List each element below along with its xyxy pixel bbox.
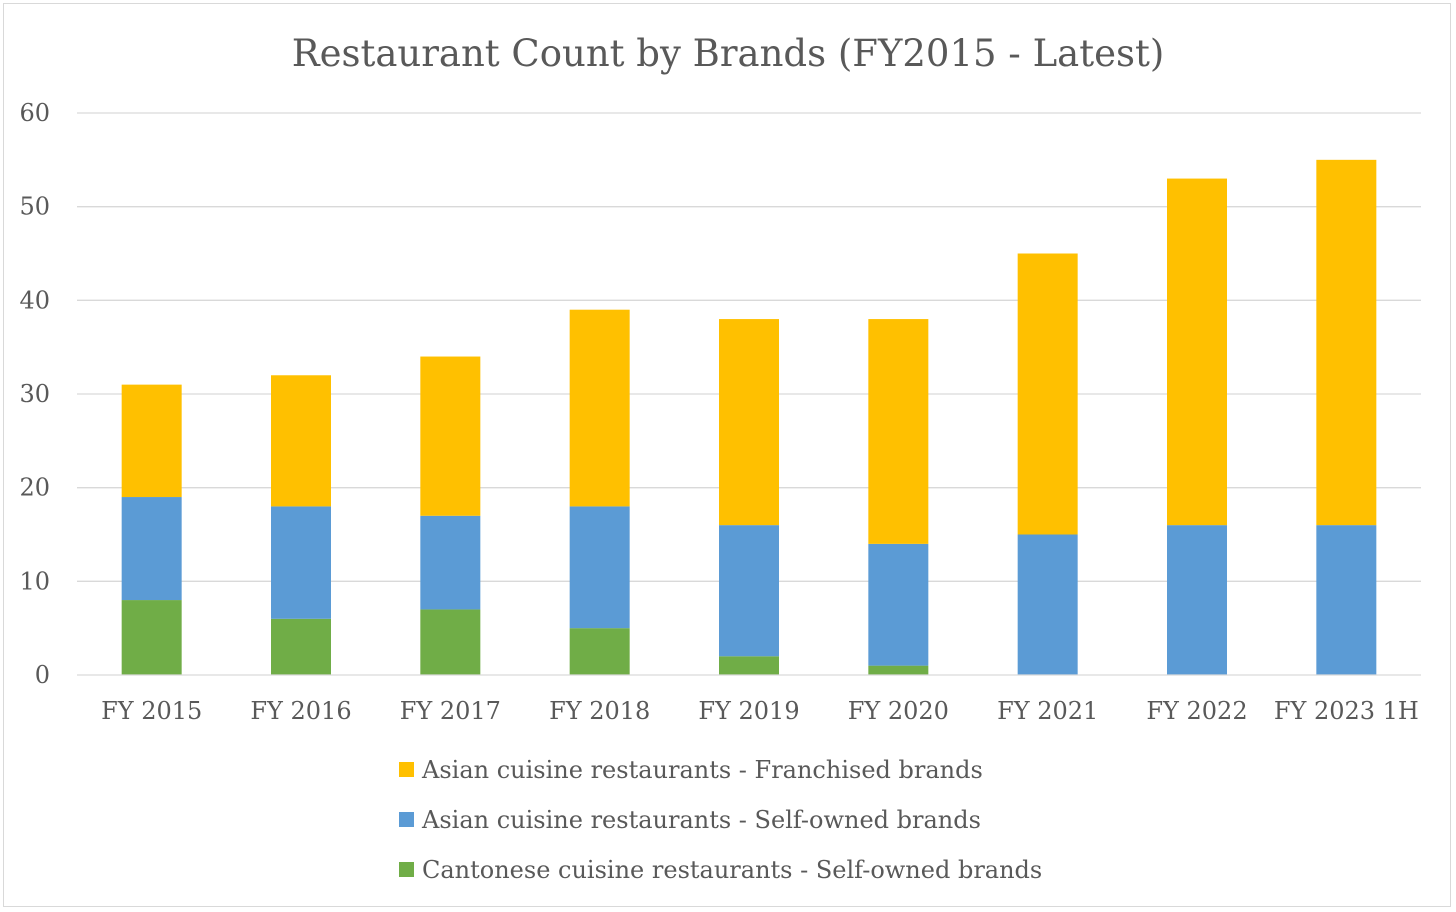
chart-title: Restaurant Count by Brands (FY2015 - Lat… bbox=[292, 32, 1165, 75]
bar-segment bbox=[420, 609, 481, 675]
bar-segment bbox=[868, 319, 929, 544]
bar-segment bbox=[1017, 534, 1078, 675]
y-tick-label: 10 bbox=[19, 567, 50, 595]
bar-segment bbox=[121, 600, 182, 675]
bar-segment bbox=[121, 384, 182, 498]
legend-swatch bbox=[399, 862, 414, 877]
x-tick-label: FY 2021 bbox=[997, 697, 1098, 725]
x-tick-label: FY 2018 bbox=[549, 697, 650, 725]
y-tick-label: 40 bbox=[19, 286, 50, 314]
y-axis-ticks: 0 10 20 30 40 50 60 bbox=[19, 99, 50, 689]
bar-segment bbox=[569, 309, 630, 507]
bar-segment bbox=[271, 375, 331, 507]
legend-swatch bbox=[399, 812, 414, 827]
bar-segment bbox=[719, 319, 779, 526]
bars bbox=[121, 159, 1377, 675]
y-tick-label: 30 bbox=[19, 380, 50, 408]
legend-label: Asian cuisine restaurants - Self-owned b… bbox=[421, 806, 981, 834]
legend-item: Cantonese cuisine restaurants - Self-own… bbox=[399, 856, 1042, 884]
bar-segment bbox=[1167, 525, 1227, 675]
legend-item: Asian cuisine restaurants - Self-owned b… bbox=[399, 806, 981, 834]
y-tick-label: 0 bbox=[35, 661, 50, 689]
bar-segment bbox=[719, 525, 779, 657]
legend-label: Asian cuisine restaurants - Franchised b… bbox=[421, 756, 983, 784]
legend: Asian cuisine restaurants - Franchised b… bbox=[399, 756, 1042, 884]
chart-frame bbox=[3, 3, 1451, 907]
bar-segment bbox=[271, 506, 331, 619]
x-tick-label: FY 2017 bbox=[400, 697, 501, 725]
bar-segment bbox=[420, 515, 481, 610]
bar-segment bbox=[1167, 178, 1227, 526]
x-tick-label: FY 2022 bbox=[1146, 697, 1247, 725]
bar-segment bbox=[868, 665, 929, 675]
x-axis-ticks: FY 2015 FY 2016 FY 2017 FY 2018 FY 2019 FY 20… bbox=[101, 697, 1419, 725]
legend-swatch bbox=[399, 762, 414, 777]
legend-label: Cantonese cuisine restaurants - Self-own… bbox=[422, 856, 1042, 884]
bar-segment bbox=[1316, 159, 1377, 526]
x-tick-label: FY 2023 1H bbox=[1274, 697, 1419, 725]
bar-segment bbox=[719, 656, 779, 675]
bar-segment bbox=[569, 628, 630, 675]
x-tick-label: FY 2016 bbox=[250, 697, 351, 725]
legend-item: Asian cuisine restaurants - Franchised b… bbox=[399, 756, 983, 784]
x-tick-label: FY 2020 bbox=[848, 697, 949, 725]
x-tick-label: FY 2019 bbox=[698, 697, 799, 725]
bar-segment bbox=[271, 618, 331, 675]
bar-segment bbox=[868, 543, 929, 666]
y-tick-label: 20 bbox=[19, 474, 50, 502]
y-tick-label: 50 bbox=[19, 193, 50, 221]
y-tick-label: 60 bbox=[19, 99, 50, 127]
bar-segment bbox=[1316, 525, 1377, 675]
bar-segment bbox=[420, 356, 481, 516]
bar-segment bbox=[1017, 253, 1078, 535]
bar-segment bbox=[121, 497, 182, 601]
bar-segment bbox=[569, 506, 630, 629]
x-tick-label: FY 2015 bbox=[101, 697, 202, 725]
